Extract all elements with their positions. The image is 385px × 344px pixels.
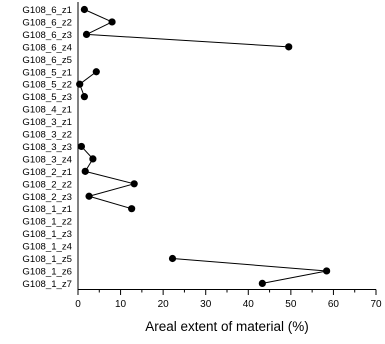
category-label: G108_3_z2 xyxy=(22,130,72,141)
data-point xyxy=(285,43,293,51)
category-label: G108_1_z7 xyxy=(22,279,72,290)
x-tick-label: 70 xyxy=(370,299,382,310)
axes: 0 10 20 30 40 50 60 70 xyxy=(75,2,382,310)
category-label: G108_6_z2 xyxy=(22,17,72,28)
data-point xyxy=(80,93,88,101)
x-tick-label: 20 xyxy=(158,299,170,310)
series-points xyxy=(76,5,331,287)
series-line-segment xyxy=(85,170,135,185)
category-label: G108_2_z1 xyxy=(22,167,72,178)
category-label: G108_3_z1 xyxy=(22,117,72,128)
category-label: G108_5_z3 xyxy=(22,92,72,103)
data-point xyxy=(77,142,86,151)
series-line-segment xyxy=(86,33,289,48)
category-label: G108_5_z1 xyxy=(22,67,72,78)
data-point xyxy=(76,80,84,88)
data-point xyxy=(82,30,91,38)
category-label: G108_5_z2 xyxy=(22,80,72,91)
category-label: G108_6_z1 xyxy=(22,5,72,16)
x-tick-label: 10 xyxy=(115,299,127,310)
x-tick-label: 60 xyxy=(328,299,340,310)
category-label: G108_2_z2 xyxy=(22,179,72,190)
series-line-segment xyxy=(88,195,132,210)
x-tick-label: 30 xyxy=(200,299,212,310)
series-line-segment xyxy=(262,270,327,284)
data-point xyxy=(128,205,136,213)
category-label: G108_1_z3 xyxy=(22,229,72,240)
category-label: G108_3_z3 xyxy=(22,142,72,153)
data-point xyxy=(81,167,89,175)
data-point xyxy=(85,192,93,200)
series-line-segment xyxy=(84,9,113,23)
data-point xyxy=(323,267,331,275)
data-point xyxy=(168,254,177,263)
x-tick-label: 0 xyxy=(75,299,81,310)
series-line-segment xyxy=(172,258,327,272)
category-label: G108_3_z4 xyxy=(22,154,72,165)
category-label: G108_1_z6 xyxy=(22,266,72,277)
data-point xyxy=(89,155,97,163)
x-axis-title: Areal extent of material (%) xyxy=(145,319,309,334)
series-line-segment xyxy=(88,183,135,197)
data-point xyxy=(92,68,100,76)
data-point xyxy=(108,18,116,26)
category-label: G108_1_z1 xyxy=(22,204,72,215)
category-label: G108_6_z4 xyxy=(22,42,72,53)
data-point xyxy=(258,279,266,287)
series-line-segment xyxy=(86,21,113,35)
category-label: G108_1_z5 xyxy=(22,254,72,265)
data-point xyxy=(130,180,138,188)
category-label: G108_2_z3 xyxy=(22,192,72,203)
category-label: G108_4_z1 xyxy=(22,105,72,116)
category-label: G108_1_z2 xyxy=(22,217,72,228)
x-tick-label: 40 xyxy=(243,299,255,310)
series-lines xyxy=(79,9,327,284)
category-label: G108_6_z3 xyxy=(22,30,72,41)
category-label: G108_6_z5 xyxy=(22,55,72,66)
category-label: G108_1_z4 xyxy=(22,242,72,253)
data-point xyxy=(80,5,88,14)
x-tick-label: 50 xyxy=(285,299,297,310)
